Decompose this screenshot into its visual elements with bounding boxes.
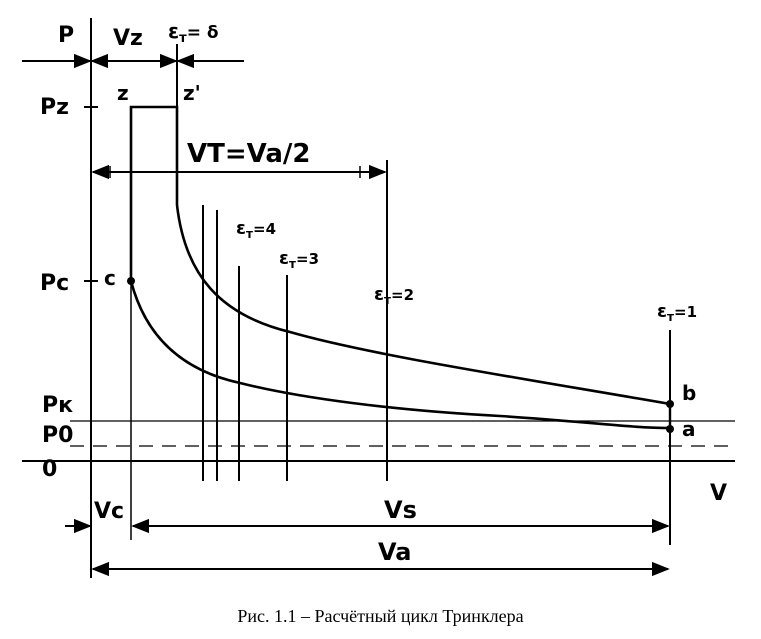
origin-label: 0	[42, 457, 57, 482]
vt-formula-label: VT=Va/2	[187, 139, 310, 169]
vz-label: Vz	[113, 26, 143, 51]
point-c-label: c	[104, 266, 116, 290]
eps-4-label: εт=4	[236, 218, 276, 241]
eps-delta-label: εт= δ	[168, 19, 219, 46]
point-b-label: b	[682, 381, 696, 405]
point-z-label: z	[117, 81, 129, 105]
expansion-curve	[175, 204, 671, 406]
p-axis-label: P	[58, 23, 74, 48]
va-label: Va	[378, 538, 411, 566]
figure-caption: Рис. 1.1 – Расчётный цикл Тринклера	[237, 606, 524, 626]
pc-label: Pc	[40, 271, 69, 296]
point-a-label: a	[682, 417, 696, 441]
eps-2-label: εт=2	[374, 284, 414, 307]
vc-label: Vc	[94, 499, 124, 524]
trinkler-cycle-diagram: P Vz εт= δ Pz z z' VT=Va/2 Pc c εт=4 εт=…	[22, 18, 735, 578]
cycle-heat-addition	[129, 105, 179, 281]
eps-3-label: εт=3	[279, 248, 319, 271]
v-axis-label: V	[710, 481, 727, 506]
pk-label: Pк	[42, 393, 73, 418]
compression-curve	[129, 280, 671, 430]
point-z2-label: z'	[183, 81, 201, 105]
p0-label: P0	[42, 423, 73, 448]
eps-1-label: εт=1	[657, 301, 697, 324]
pz-label: Pz	[40, 95, 69, 120]
vs-label: Vs	[384, 496, 417, 524]
